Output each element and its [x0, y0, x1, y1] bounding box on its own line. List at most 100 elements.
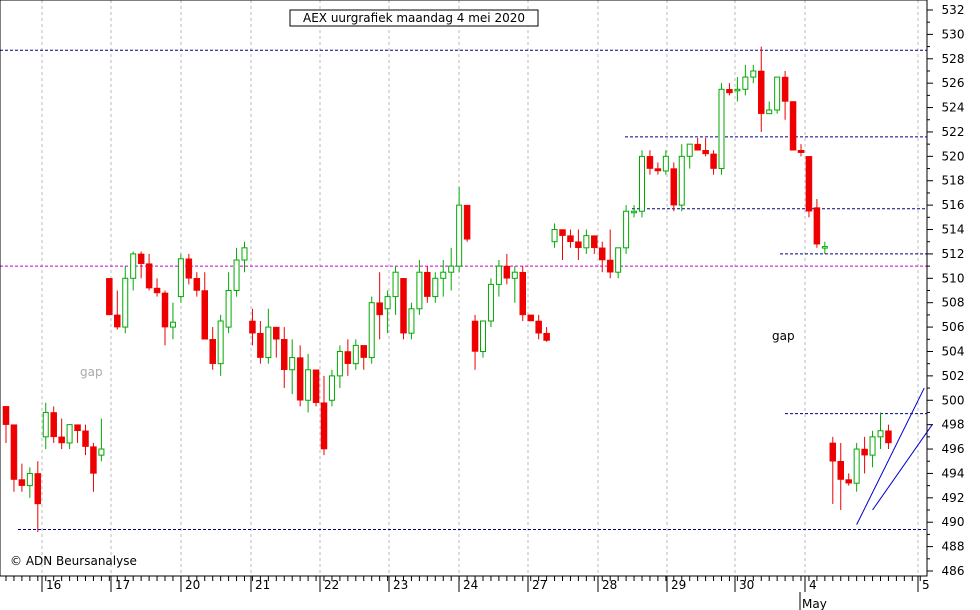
candle-body: [575, 241, 582, 249]
gap-label-left: gap: [80, 365, 103, 379]
candle: [249, 308, 256, 346]
candle-body: [527, 314, 534, 322]
candle-body: [877, 430, 884, 438]
candle: [662, 150, 669, 175]
candle-body: [829, 442, 837, 462]
x-tick-label: 22: [324, 578, 339, 592]
candle: [106, 278, 113, 316]
candle: [861, 436, 868, 474]
support-resistance-levels: [0, 49, 927, 531]
candle-body: [265, 326, 272, 359]
candle: [805, 156, 813, 218]
candle-body: [169, 321, 176, 328]
candle-body: [535, 320, 542, 334]
candle-body: [503, 265, 511, 279]
x-tick-label: 20: [185, 578, 200, 592]
candle: [829, 436, 837, 504]
candle: [384, 290, 391, 334]
plot-frame: [0, 0, 928, 577]
candle: [742, 64, 749, 96]
candle: [209, 327, 216, 370]
candle-body: [34, 473, 42, 505]
candle-body: [567, 235, 574, 242]
candle-body: [710, 153, 717, 169]
candle-body: [726, 89, 733, 94]
candle: [74, 424, 81, 443]
candle: [153, 278, 161, 297]
candle: [480, 320, 486, 358]
y-tick-label: 496: [942, 442, 965, 456]
candle-body: [750, 70, 757, 78]
candle-body: [448, 265, 455, 273]
y-tick-label: 520: [942, 149, 965, 163]
grid: [41, 0, 919, 576]
y-tick-label: 488: [942, 540, 965, 554]
candle-body: [837, 460, 844, 480]
gap-label-right: gap: [772, 329, 795, 343]
candle-body: [320, 402, 328, 450]
candle: [678, 144, 685, 212]
candle-body: [82, 430, 89, 447]
candle: [774, 76, 781, 114]
candle: [424, 266, 431, 303]
title-frame: [289, 9, 539, 27]
candle: [615, 247, 622, 279]
candle: [122, 266, 129, 334]
candle: [718, 83, 725, 175]
candle-body: [392, 271, 399, 298]
candle-body: [845, 479, 852, 484]
candle: [305, 353, 312, 413]
candle-body: [58, 436, 65, 444]
chart-title: AEX uurgrafiek maandag 4 mei 2020: [303, 11, 525, 25]
copyright: © ADN Beursanalyse: [10, 554, 137, 568]
candle-body: [606, 259, 614, 273]
candle-body: [551, 229, 558, 243]
y-tick-label: 498: [942, 418, 965, 432]
candle-body: [758, 70, 765, 114]
candle: [408, 302, 415, 340]
x-tick-label: 21: [255, 578, 270, 592]
candle-body: [296, 357, 304, 401]
candle-body: [734, 88, 741, 92]
candle: [750, 64, 757, 84]
x-tick-label: 28: [602, 578, 617, 592]
x-tick-label: 24: [463, 578, 478, 592]
month-label: May: [802, 597, 827, 610]
candle-body: [122, 277, 129, 328]
candle: [440, 260, 447, 297]
candle: [519, 266, 526, 321]
candle-body: [26, 472, 33, 487]
candle-body: [781, 76, 789, 102]
candle: [869, 430, 876, 468]
candle: [312, 369, 320, 407]
candle-body: [805, 156, 813, 212]
candle-body: [145, 263, 153, 289]
candle: [686, 143, 693, 169]
y-tick-label: 510: [942, 271, 965, 285]
candle: [551, 223, 558, 248]
candle-body: [543, 332, 550, 341]
y-tick-label: 502: [942, 369, 965, 383]
candle: [575, 229, 582, 261]
candle-body: [98, 448, 105, 456]
candle: [527, 314, 534, 322]
candle: [535, 314, 542, 340]
candle: [885, 424, 892, 450]
candle-body: [201, 290, 208, 340]
y-tick-label: 528: [942, 52, 965, 66]
candle: [702, 138, 709, 157]
candle-body: [885, 430, 892, 444]
candle: [670, 162, 678, 212]
candle-body: [774, 76, 781, 111]
candle: [281, 327, 288, 389]
candle: [639, 150, 645, 218]
y-axis: 486 488 490 492 494 496 498 500 502 504 506 508 510 5…: [927, 3, 965, 578]
y-tick-label: 486: [942, 564, 965, 578]
candle: [821, 241, 828, 254]
candle: [503, 253, 511, 285]
candle-body: [376, 302, 383, 316]
candle-body: [360, 345, 367, 358]
candle: [161, 290, 169, 346]
candle: [26, 467, 33, 498]
candle: [623, 205, 630, 254]
